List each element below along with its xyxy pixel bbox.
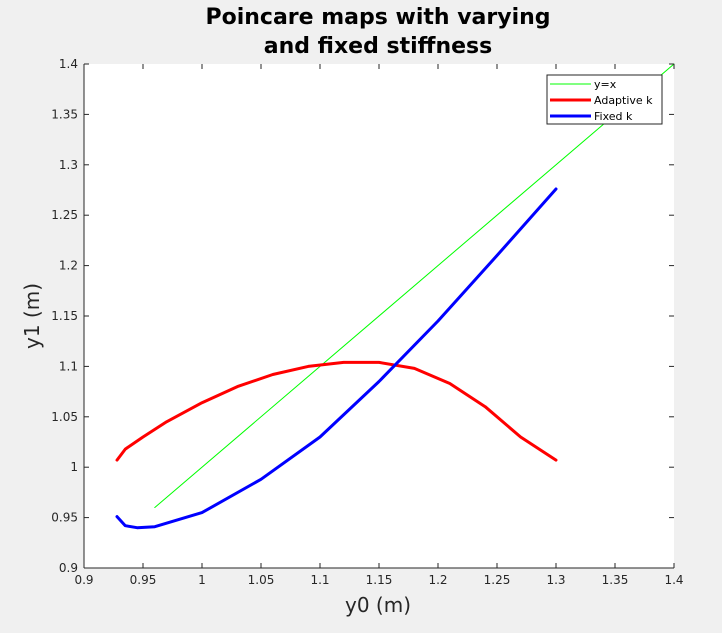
legend-label-adaptive-k: Adaptive k	[594, 94, 653, 107]
series-line-y-equals-x	[154, 63, 675, 508]
x-tick-label: 1.15	[366, 573, 393, 587]
x-tick-label: 1.1	[310, 573, 329, 587]
series-line-fixed-k	[115, 187, 558, 530]
y-tick-label: 1	[70, 460, 78, 474]
x-tick-label: 0.9	[74, 573, 93, 587]
x-tick-label: 1.3	[546, 573, 565, 587]
y-tick-label: 1.4	[59, 57, 78, 71]
x-tick-label: 1.2	[428, 573, 447, 587]
y-tick-label: 1.25	[51, 208, 78, 222]
y-tick-label: 1.1	[59, 359, 78, 373]
chart-title-line-2: and fixed stiffness	[264, 34, 493, 59]
x-tick-label: 1.4	[664, 573, 683, 587]
y-tick-label: 0.9	[59, 561, 78, 575]
y-tick-label: 1.15	[51, 309, 78, 323]
x-tick-label: 1.35	[602, 573, 629, 587]
x-tick-label: 1.25	[484, 573, 511, 587]
series-layer	[115, 63, 675, 530]
y-tick-label: 1.2	[59, 259, 78, 273]
y-tick-label: 1.05	[51, 410, 78, 424]
x-axis-label: y0 (m)	[345, 593, 411, 617]
x-tick-label: 1	[198, 573, 206, 587]
x-tick-label: 0.95	[130, 573, 157, 587]
tick-layer: 0.9 0.95 1 1.05 1.1 1.15 1.2 1.25 1.3 1.35 1.4 0.9 0…	[51, 57, 683, 587]
y-tick-label: 1.3	[59, 158, 78, 172]
x-tick-label: 1.05	[248, 573, 275, 587]
series-line-adaptive-k	[115, 360, 558, 462]
y-axis-label: y1 (m)	[20, 283, 44, 349]
legend: y=x Adaptive k Fixed k	[546, 74, 663, 125]
legend-label-fixed-k: Fixed k	[594, 110, 633, 123]
legend-label-y-equals-x: y=x	[594, 78, 617, 91]
y-tick-label: 1.35	[51, 107, 78, 121]
y-tick-label: 0.95	[51, 511, 78, 525]
chart-title-line-1: Poincare maps with varying	[205, 5, 550, 30]
